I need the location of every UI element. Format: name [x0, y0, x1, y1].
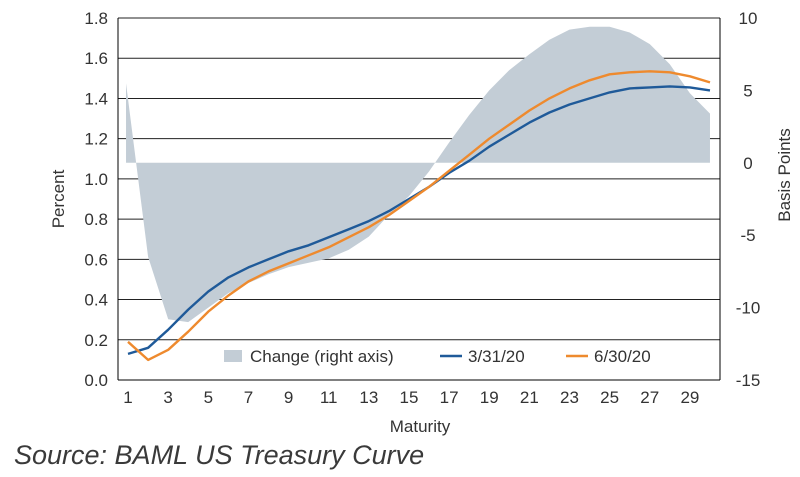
x-tick-label: 15 — [400, 388, 419, 407]
x-tick-label: 9 — [284, 388, 293, 407]
y-axis-title: Percent — [49, 169, 68, 228]
x-tick-label: 5 — [204, 388, 213, 407]
x-tick-label: 27 — [640, 388, 659, 407]
source-caption: Source: BAML US Treasury Curve — [14, 440, 425, 470]
y-tick-label: 1.2 — [84, 130, 108, 149]
series-lines-layer — [127, 70, 711, 362]
x-tick-labels: 1 3 5 7 9 11 13 15 17 19 21 23 25 27 29 — [123, 388, 699, 407]
x-tick-label: 29 — [680, 388, 699, 407]
y2-tick-label: -5 — [740, 226, 755, 245]
left-y-tick-labels: 0.0 0.2 0.4 0.6 0.8 1.0 1.2 1.4 1.6 1.8 — [84, 9, 108, 390]
y2-tick-label: 0 — [743, 154, 752, 173]
x-tick-label: 17 — [440, 388, 459, 407]
y-tick-label: 0.6 — [84, 250, 108, 269]
x-tick-label: 23 — [560, 388, 579, 407]
y-tick-label: 1.0 — [84, 170, 108, 189]
right-y-tick-labels: -15 -10 -5 0 5 10 — [736, 9, 761, 390]
change-area — [126, 26, 710, 323]
y-tick-label: 0.4 — [84, 291, 108, 310]
y-tick-label: 1.4 — [84, 89, 108, 108]
change-area-layer — [126, 26, 710, 323]
y2-tick-label: 10 — [739, 9, 758, 28]
y-tick-label: 1.6 — [84, 49, 108, 68]
x-tick-label: 25 — [600, 388, 619, 407]
x-axis-title: Maturity — [390, 417, 451, 436]
y-tick-label: 1.8 — [84, 9, 108, 28]
x-tick-label: 13 — [359, 388, 378, 407]
y2-tick-label: -15 — [736, 371, 761, 390]
y-tick-label: 0.8 — [84, 210, 108, 229]
legend: Change (right axis) 3/31/20 6/30/20 — [224, 347, 651, 366]
y2-tick-label: 5 — [743, 81, 752, 100]
x-tick-label: 3 — [163, 388, 172, 407]
y-tick-label: 0.0 — [84, 371, 108, 390]
x-tick-label: 19 — [480, 388, 499, 407]
treasury-curve-chart: 0.0 0.2 0.4 0.6 0.8 1.0 1.2 1.4 1.6 1.8 -15 -10 -5 0… — [49, 9, 794, 436]
x-tick-label: 21 — [520, 388, 539, 407]
legend-swatch-change — [224, 350, 242, 362]
x-tick-label: 1 — [123, 388, 132, 407]
legend-label: 6/30/20 — [594, 347, 651, 366]
x-tick-label: 7 — [244, 388, 253, 407]
y-tick-label: 0.2 — [84, 331, 108, 350]
legend-label: Change (right axis) — [250, 347, 394, 366]
y2-tick-label: -10 — [736, 299, 761, 318]
x-tick-label: 11 — [320, 388, 338, 407]
legend-label: 3/31/20 — [468, 347, 525, 366]
series-line-6-30-20 — [127, 70, 711, 362]
y2-axis-title: Basis Points — [775, 128, 794, 222]
